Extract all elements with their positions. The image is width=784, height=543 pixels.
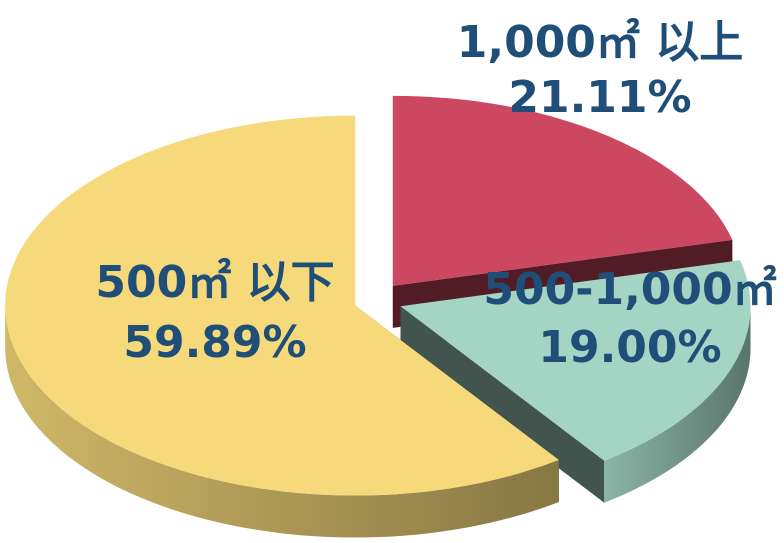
pie-slice xyxy=(400,260,751,461)
slice-label: 500-1,000㎡ xyxy=(483,264,776,315)
pie-slice xyxy=(392,95,733,286)
value-label: 21.11% xyxy=(508,72,691,123)
value-label: 59.89% xyxy=(123,317,306,368)
slice-label: 500㎡ 以下 xyxy=(95,257,334,308)
slice-cut-face xyxy=(400,306,605,503)
value-label: 19.00% xyxy=(538,322,721,373)
slice-side xyxy=(604,306,751,503)
slice-label: 1,000㎡ 以上 xyxy=(457,17,744,68)
slice-side xyxy=(5,305,559,538)
pie-tops xyxy=(5,95,751,496)
pie-slice xyxy=(5,115,559,496)
